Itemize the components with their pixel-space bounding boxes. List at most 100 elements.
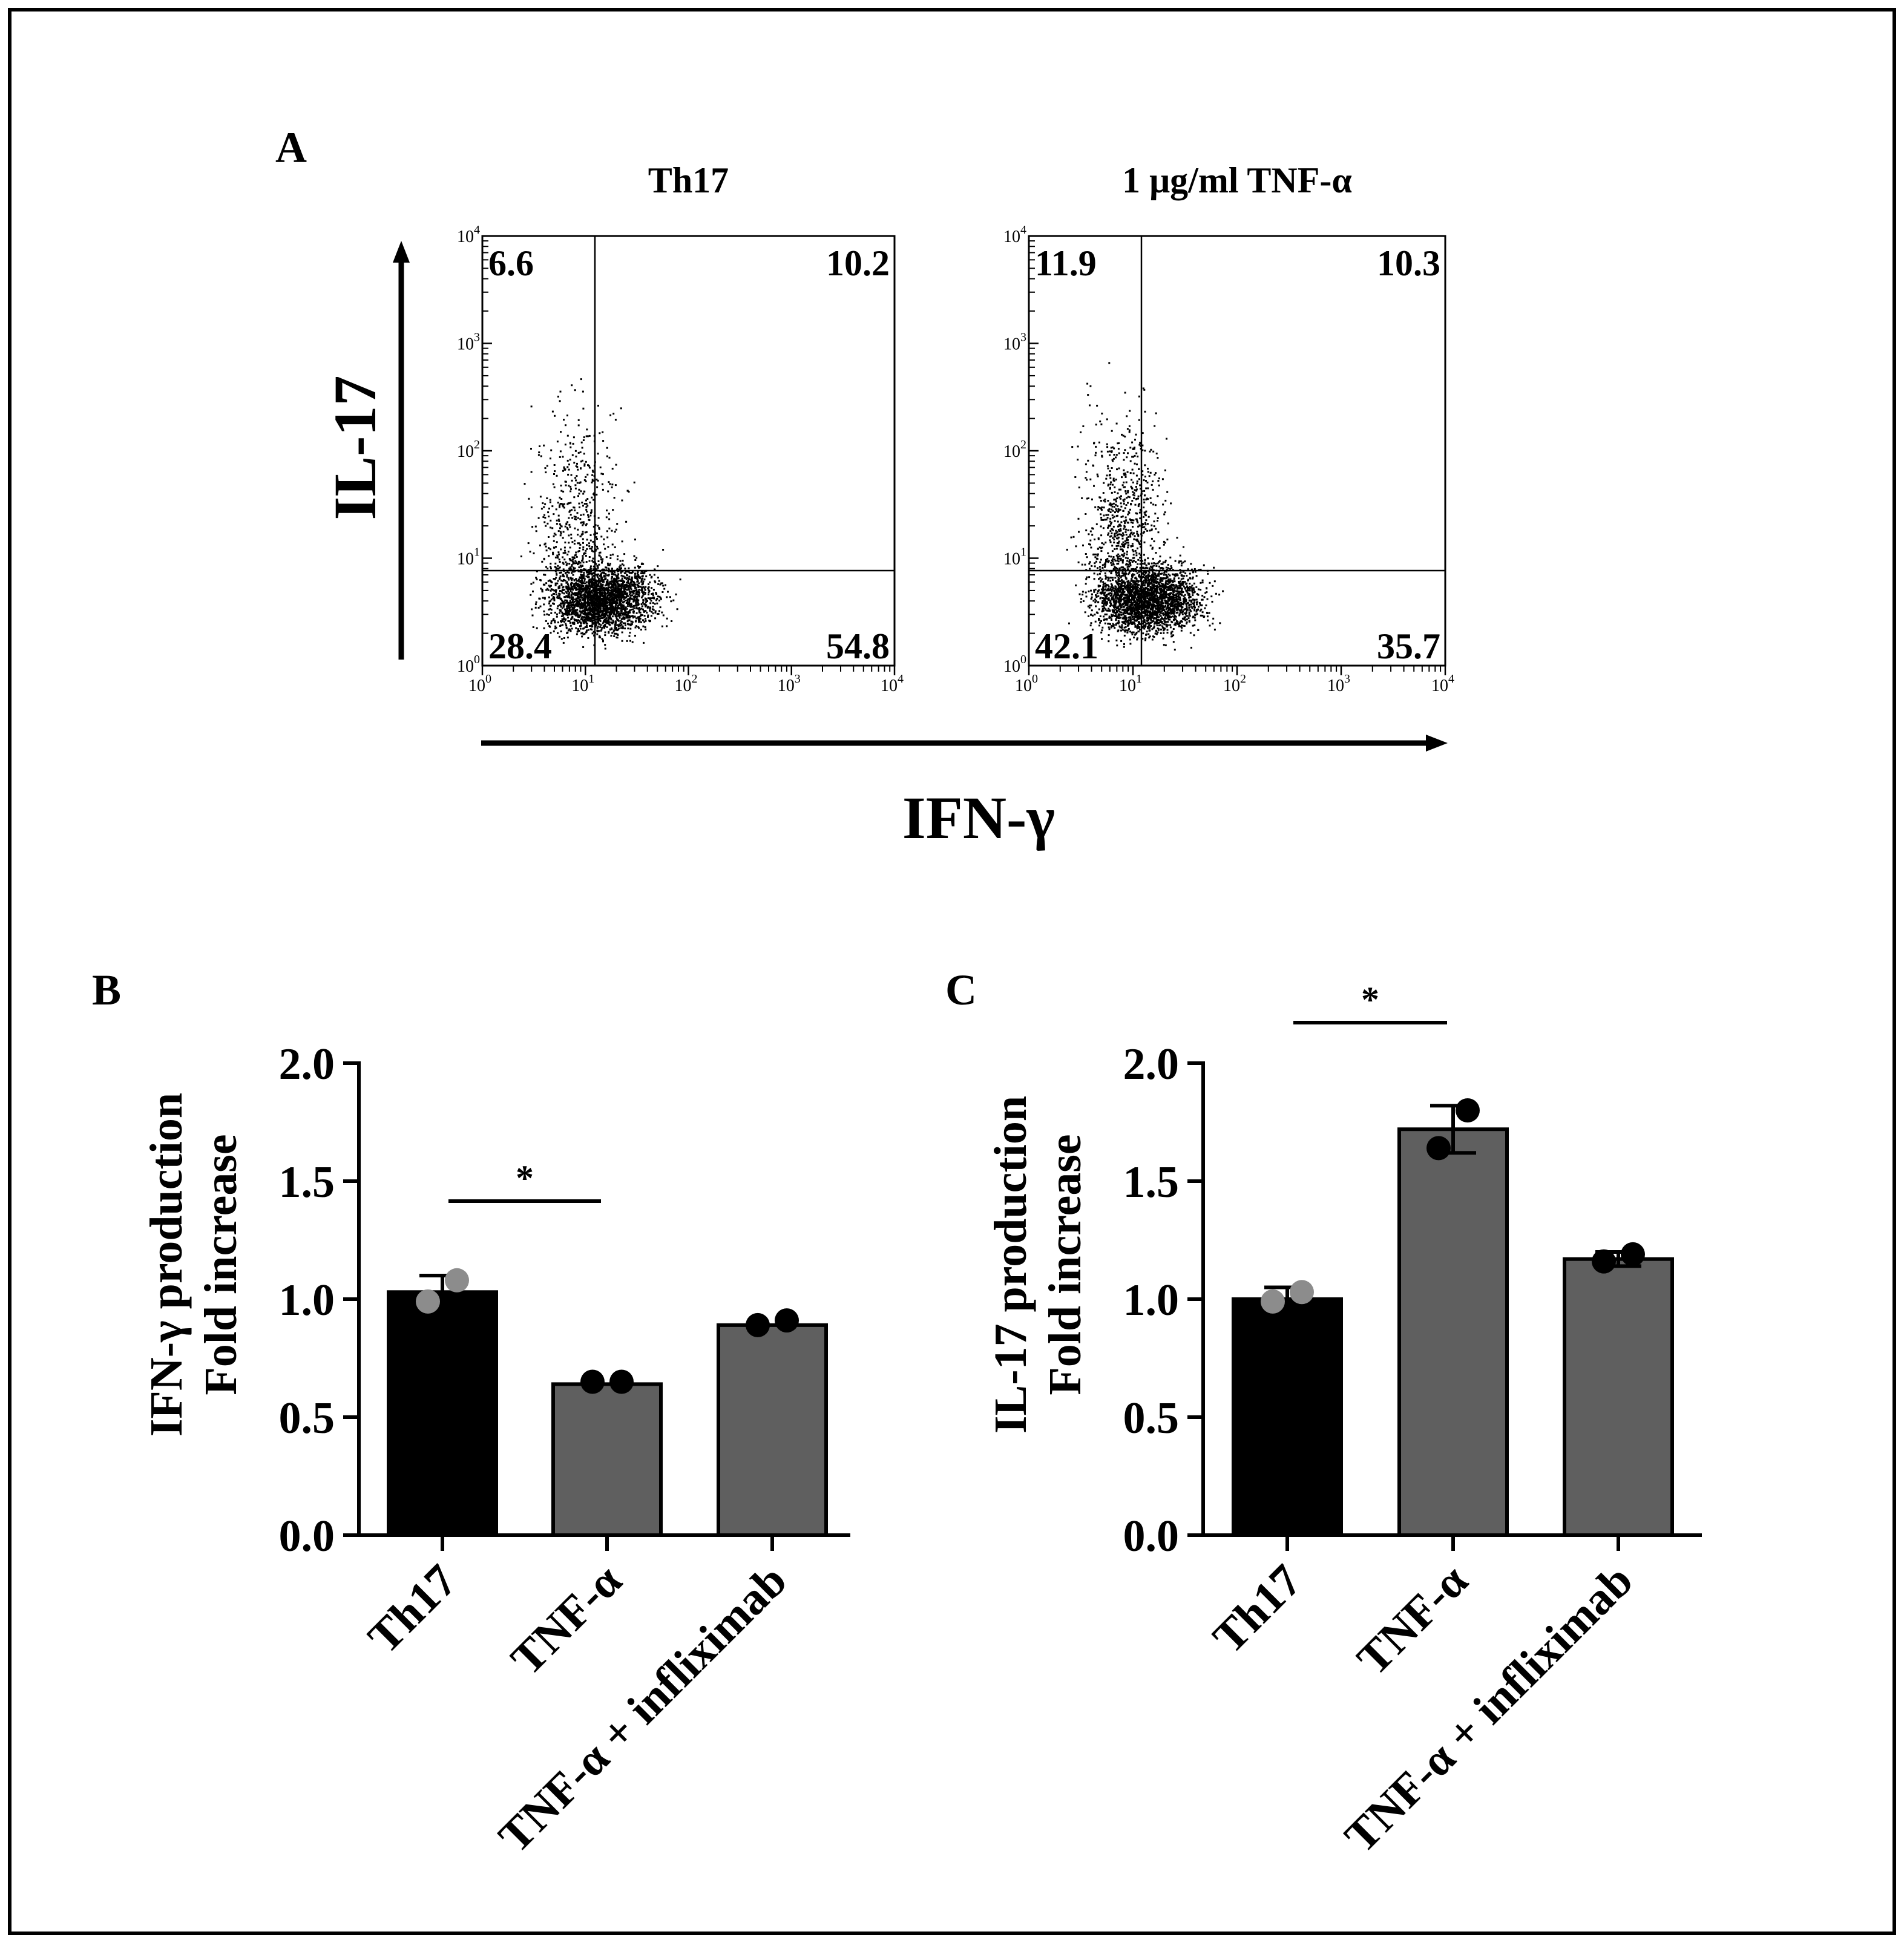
flow-plot-2-x-tick-base: 10 <box>1327 677 1344 695</box>
flow-plot-2-y-tick-label: 101 <box>1003 546 1026 569</box>
flow-plot-1-title: Th17 <box>648 160 729 200</box>
chart-c-bar-2 <box>1397 1127 1509 1537</box>
flow-plot-1-quadrant-lower-left: 28.4 <box>488 626 552 666</box>
flow-plot-2-y-tick-base: 10 <box>1003 550 1020 569</box>
chart-b-bar-2 <box>551 1382 663 1537</box>
flow-plot-1-y-tick-exp: 2 <box>474 438 480 451</box>
chart-b-bar-1 <box>387 1290 498 1538</box>
flow-plot-1-y-tick-base: 10 <box>457 442 474 461</box>
chart-c-bar-1 <box>1232 1297 1343 1537</box>
chart-b-bar-3 <box>717 1323 828 1537</box>
flow-plot-1-x-tick-exp: 0 <box>485 672 491 686</box>
flow-plot-2-x-tick-exp: 3 <box>1344 672 1350 686</box>
chart-c-point-2-1 <box>1426 1136 1451 1161</box>
flow-plot-1-x-tick-label: 104 <box>881 672 904 695</box>
chart-b-point-1-1 <box>416 1289 440 1314</box>
chart-b-point-1-2 <box>445 1268 469 1293</box>
flow-plot-2-y-tick-label: 103 <box>1003 331 1026 354</box>
chart-b-y-tick-label: 1.0 <box>279 1276 335 1325</box>
flow-plot-2-quadrant-lower-right: 35.7 <box>1377 626 1440 666</box>
chart-c-point-1-2 <box>1290 1280 1314 1305</box>
flow-plot-2-quadrant-lower-left: 42.1 <box>1035 626 1098 666</box>
chart-c-point-3-1 <box>1592 1249 1616 1274</box>
flow-plot-2-y-tick-exp: 2 <box>1020 438 1026 451</box>
flow-x-axis-arrowhead <box>1426 735 1448 752</box>
chart-c-y-tick-label: 0.5 <box>1123 1394 1180 1443</box>
flow-plot-1-y-tick-base: 10 <box>457 228 474 246</box>
flow-plot-1-y-tick-exp: 0 <box>474 653 480 666</box>
chart-b-point-2-1 <box>580 1369 605 1394</box>
chart-c-point-1-1 <box>1261 1289 1285 1314</box>
flow-plot-1-y-tick-label: 101 <box>457 546 480 569</box>
flow-plot-2-x-tick-exp: 1 <box>1136 672 1142 686</box>
flow-plot-2-x-tick-base: 10 <box>1223 677 1240 695</box>
chart-b-significance-star: * <box>516 1158 534 1198</box>
flow-plot-2: 1 μg/ml TNF-α11.9 10.342.1 35.710010010110… <box>1003 160 1454 695</box>
flow-plot-2-x-tick-label: 102 <box>1223 672 1246 695</box>
flow-y-axis-arrowhead <box>393 241 410 263</box>
chart-b-y-tick-label: 1.5 <box>279 1158 335 1207</box>
chart-c-y-tick-label: 0.0 <box>1123 1512 1180 1561</box>
chart-c-bar-3 <box>1563 1257 1674 1537</box>
flow-plot-2-x-tick-label: 103 <box>1327 672 1350 695</box>
flow-plot-2-y-tick-exp: 3 <box>1020 331 1026 344</box>
chart-c-point-3-2 <box>1621 1242 1645 1266</box>
flow-plot-1-y-tick-label: 100 <box>457 653 480 676</box>
chart-c-significance-star: * <box>1361 980 1379 1020</box>
flow-plot-2-y-tick-exp: 1 <box>1020 546 1026 559</box>
chart-b-y-tick-label: 0.5 <box>279 1394 335 1443</box>
flow-plot-1-quadrant-lower-right: 54.8 <box>826 626 890 666</box>
flow-plot-1-x-tick-base: 10 <box>468 677 485 695</box>
flow-plot-2-y-tick-base: 10 <box>1003 442 1020 461</box>
flow-plot-1-x-tick-base: 10 <box>881 677 898 695</box>
flow-plot-1-quadrant-upper-right: 10.2 <box>826 243 890 283</box>
flow-y-axis-label: IL-17 <box>321 376 389 520</box>
chart-c-ylabel-line2: Fold increase <box>1040 1134 1091 1395</box>
flow-plot-2-x-tick-label: 101 <box>1119 672 1142 695</box>
flow-plot-2-y-tick-exp: 4 <box>1020 223 1026 237</box>
flow-plot-2-x-tick-label: 104 <box>1431 672 1454 695</box>
flow-plot-2-x-tick-base: 10 <box>1015 677 1032 695</box>
flow-plot-1-x-tick-label: 103 <box>778 672 801 695</box>
flow-plot-1-x-tick-exp: 3 <box>795 672 801 686</box>
flow-plot-1-y-tick-base: 10 <box>457 550 474 569</box>
flow-plot-1-y-tick-exp: 1 <box>474 546 480 559</box>
flow-plot-1-x-tick-label: 102 <box>675 672 698 695</box>
flow-plot-2-x-tick-exp: 4 <box>1448 672 1454 686</box>
flow-plot-2-y-tick-base: 10 <box>1003 657 1020 676</box>
chart-c-y-tick-label: 1.0 <box>1123 1276 1180 1325</box>
chart-b-ylabel-line1: IFN-γ production <box>141 1093 192 1437</box>
chart-b-point-2-2 <box>609 1369 634 1394</box>
flow-plot-2-x-tick-base: 10 <box>1431 677 1448 695</box>
flow-plot-1-quadrant-upper-left: 6.6 <box>488 243 534 283</box>
chart-c-y-tick-label: 2.0 <box>1123 1040 1180 1089</box>
flow-plot-1-x-tick-exp: 2 <box>692 672 698 686</box>
chart-b-y-tick-label: 0.0 <box>279 1512 335 1561</box>
chart-b-point-3-1 <box>746 1312 770 1337</box>
flow-x-axis-label: IFN-γ <box>902 784 1055 851</box>
chart-b-y-tick-label: 2.0 <box>279 1040 335 1089</box>
flow-plot-2-quadrant-upper-left: 11.9 <box>1035 243 1097 283</box>
panel-label-a: A <box>275 123 307 172</box>
panel-label-b: B <box>92 966 121 1014</box>
panel-label-c: C <box>945 966 977 1014</box>
flow-plot-1-y-tick-label: 103 <box>457 331 480 354</box>
flow-plot-1-y-tick-base: 10 <box>457 335 474 354</box>
flow-plot-1-x-tick-base: 10 <box>675 677 692 695</box>
flow-plot-1-y-tick-label: 102 <box>457 438 480 461</box>
flow-plot-2-x-tick-label: 100 <box>1015 672 1038 695</box>
flow-plot-1-x-tick-base: 10 <box>778 677 795 695</box>
chart-b-ylabel-line2: Fold increase <box>195 1134 246 1395</box>
flow-plot-1-x-tick-exp: 4 <box>898 672 904 686</box>
flow-plot-2-title: 1 μg/ml TNF-α <box>1122 160 1352 200</box>
flow-plot-2-x-tick-exp: 0 <box>1032 672 1038 686</box>
flow-plot-2-x-tick-exp: 2 <box>1240 672 1246 686</box>
flow-plot-1-y-tick-label: 104 <box>457 223 480 246</box>
flow-plot-1-y-tick-base: 10 <box>457 657 474 676</box>
flow-plot-1-y-tick-exp: 3 <box>474 331 480 344</box>
figure-border <box>8 8 1896 1935</box>
flow-plot-2-y-tick-base: 10 <box>1003 335 1020 354</box>
flow-plot-1-x-tick-exp: 1 <box>588 672 594 686</box>
